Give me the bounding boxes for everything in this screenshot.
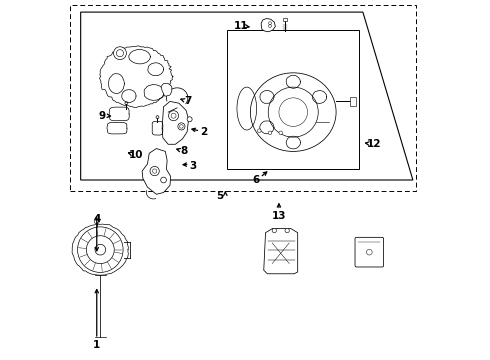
Polygon shape xyxy=(129,49,150,64)
Circle shape xyxy=(150,166,159,176)
Text: 12: 12 xyxy=(367,139,381,149)
Text: 10: 10 xyxy=(129,150,143,160)
Polygon shape xyxy=(148,63,164,76)
Circle shape xyxy=(258,129,261,132)
Text: 9: 9 xyxy=(98,111,106,121)
Polygon shape xyxy=(161,84,172,96)
Polygon shape xyxy=(109,107,129,121)
Text: 2: 2 xyxy=(200,127,208,137)
Polygon shape xyxy=(264,228,298,274)
Polygon shape xyxy=(107,122,127,134)
Text: 6: 6 xyxy=(252,175,259,185)
Circle shape xyxy=(77,227,123,273)
Ellipse shape xyxy=(250,73,336,152)
Circle shape xyxy=(169,111,178,121)
Polygon shape xyxy=(260,121,274,134)
Text: 7: 7 xyxy=(184,96,192,107)
Polygon shape xyxy=(286,136,300,149)
Polygon shape xyxy=(312,90,326,103)
Circle shape xyxy=(95,244,106,255)
Circle shape xyxy=(86,236,114,264)
Text: 3: 3 xyxy=(190,161,197,171)
Polygon shape xyxy=(162,102,189,144)
Text: 11: 11 xyxy=(234,21,249,31)
Polygon shape xyxy=(144,85,164,100)
Polygon shape xyxy=(142,149,171,194)
Bar xyxy=(350,97,356,106)
Polygon shape xyxy=(99,46,173,108)
Polygon shape xyxy=(260,90,274,103)
Text: 8: 8 xyxy=(181,147,188,157)
Polygon shape xyxy=(122,90,136,103)
Circle shape xyxy=(268,87,318,137)
Circle shape xyxy=(114,47,126,60)
Text: 1: 1 xyxy=(93,340,100,350)
Polygon shape xyxy=(261,18,275,32)
Circle shape xyxy=(178,123,185,130)
Text: 5: 5 xyxy=(217,191,223,201)
Polygon shape xyxy=(72,224,128,275)
FancyBboxPatch shape xyxy=(355,237,384,267)
Polygon shape xyxy=(108,74,124,94)
Circle shape xyxy=(272,228,276,233)
Circle shape xyxy=(187,117,192,122)
Text: 4: 4 xyxy=(93,214,100,224)
Circle shape xyxy=(161,177,167,183)
Circle shape xyxy=(279,131,283,135)
Text: 13: 13 xyxy=(271,211,286,221)
Circle shape xyxy=(285,228,289,233)
Polygon shape xyxy=(286,76,300,88)
Bar xyxy=(283,18,287,21)
Circle shape xyxy=(268,131,272,135)
Polygon shape xyxy=(152,121,163,135)
